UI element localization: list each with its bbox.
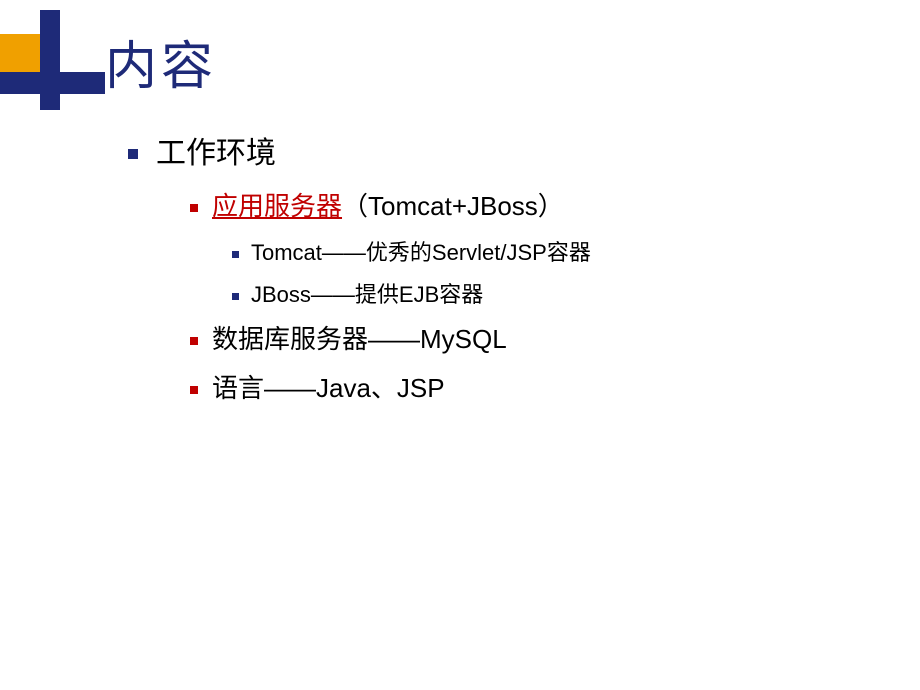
list-item-level3: Tomcat――优秀的Servlet/JSP容器 xyxy=(232,235,591,267)
level2-text-wrapper: 应用服务器（Tomcat+JBoss） xyxy=(212,186,564,223)
level3-text: Tomcat――优秀的Servlet/JSP容器 xyxy=(251,235,591,267)
bullet-red-icon xyxy=(190,337,198,345)
bullet-small-icon xyxy=(232,293,239,300)
level2-text: 语言――Java、JSP xyxy=(212,368,445,405)
decoration-blue-vertical xyxy=(40,10,60,110)
slide-content: 工作环境 应用服务器（Tomcat+JBoss） Tomcat――优秀的Serv… xyxy=(128,128,591,417)
list-item-level2: 语言――Java、JSP xyxy=(190,368,591,405)
slide-corner-decoration xyxy=(0,10,100,110)
level1-text: 工作环境 xyxy=(156,128,276,172)
slide-title: 内容 xyxy=(105,24,217,99)
list-item-level1: 工作环境 xyxy=(128,128,591,172)
app-server-suffix: （Tomcat+JBoss） xyxy=(342,191,564,221)
decoration-blue-horizontal xyxy=(0,72,105,94)
decoration-yellow-square xyxy=(0,34,40,72)
bullet-icon xyxy=(128,149,138,159)
list-item-level3: JBoss――提供EJB容器 xyxy=(232,277,591,309)
bullet-small-icon xyxy=(232,251,239,258)
bullet-red-icon xyxy=(190,386,198,394)
list-item-level2: 应用服务器（Tomcat+JBoss） xyxy=(190,186,591,223)
level2-text: 数据库服务器――MySQL xyxy=(212,319,507,356)
list-item-level2: 数据库服务器――MySQL xyxy=(190,319,591,356)
bullet-red-icon xyxy=(190,204,198,212)
app-server-link[interactable]: 应用服务器 xyxy=(212,191,342,221)
level3-text: JBoss――提供EJB容器 xyxy=(251,277,483,309)
